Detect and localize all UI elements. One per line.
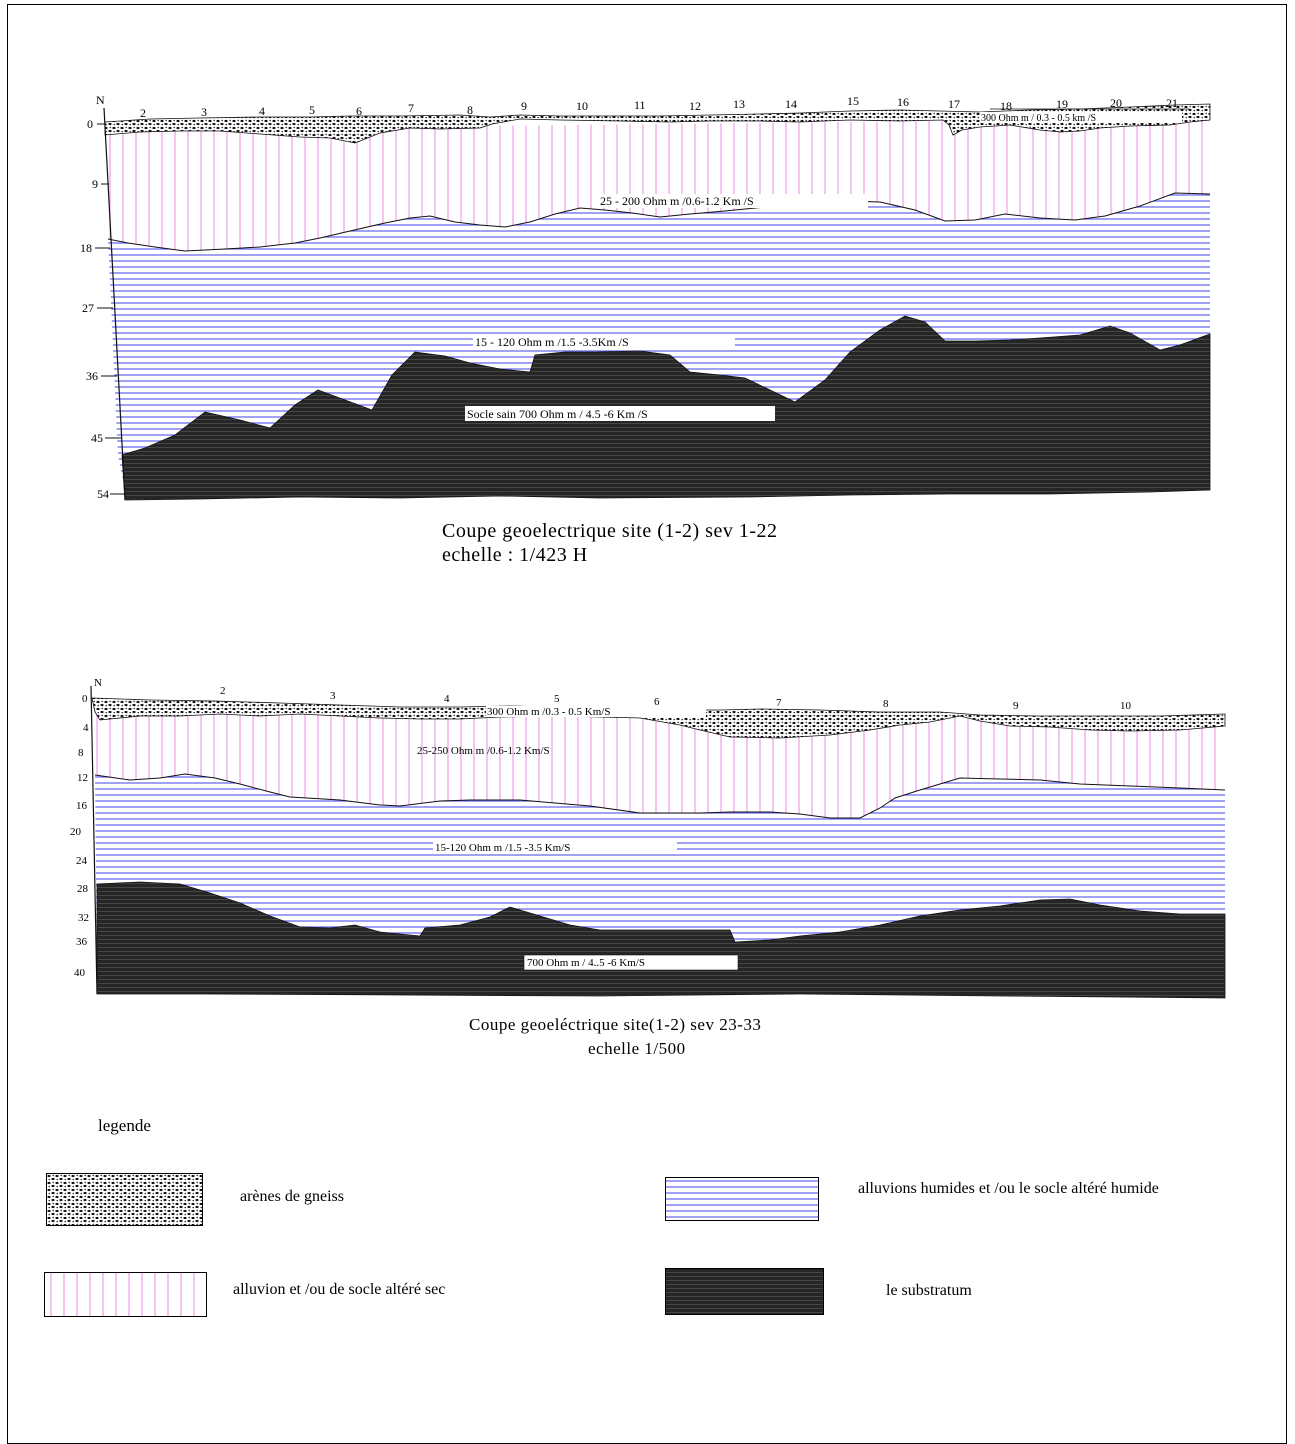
legend-substratum-label: le substratum	[886, 1282, 972, 1299]
depth-tick: 28	[77, 883, 89, 895]
section1-dry-label: 25 - 200 Ohm m /0.6-1.2 Km /S	[600, 194, 754, 208]
depth-tick: 8	[78, 747, 84, 759]
station-tick: 19	[1056, 97, 1068, 111]
section2-dry-layer	[93, 710, 1225, 818]
station-tick: 11	[634, 98, 646, 112]
station-tick: 9	[521, 99, 527, 113]
station-tick: 13	[733, 97, 745, 111]
depth-tick: 32	[78, 912, 89, 924]
section1-depth-ticks: 0 9 18 27 36 45 54	[80, 117, 124, 501]
section1-title: Coupe geoelectrique site (1-2) sev 1-22	[442, 520, 778, 542]
section1-surface-label: 300 Ohm m / 0.3 - 0.5 km /S	[981, 113, 1096, 124]
station-tick: 4	[259, 104, 265, 118]
station-tick: 18	[1000, 99, 1012, 113]
section2-title: Coupe geoeléctrique site(1-2) sev 23-33	[469, 1015, 762, 1034]
section1-axes: N 0 9 18 27 36 45 54 2 3 4 5 6 7 8 9 10	[80, 93, 1190, 501]
section1-station-ticks: 2 3 4 5 6 7 8 9 10 11 12 13 14 15 16 17 …	[140, 94, 1190, 120]
depth-tick: 27	[82, 301, 94, 315]
section1-wet-label: 15 - 120 Ohm m /1.5 -3.5Km /S	[475, 335, 629, 349]
depth-tick: 36	[76, 936, 88, 948]
legend-dry-label: alluvion et /ou de socle altéré sec	[233, 1281, 446, 1298]
depth-tick: 20	[70, 826, 82, 838]
section2-left-axis	[90, 685, 98, 995]
wet-pattern	[666, 1178, 818, 1220]
legend-title: legende	[98, 1116, 151, 1135]
depth-tick: 36	[86, 369, 98, 383]
section1-dry-wet-boundary	[107, 192, 1211, 252]
station-tick: 10	[1120, 700, 1132, 712]
depth-tick: 9	[92, 177, 98, 191]
station-tick: 4	[444, 693, 450, 705]
legend-substratum-swatch	[665, 1268, 824, 1315]
station-tick: 5	[309, 103, 315, 117]
legend-gneiss-label: arènes de gneiss	[240, 1188, 344, 1205]
section2-dry-label: 25-250 Ohm m /0.6-1.2 Km/S	[417, 745, 550, 757]
section2-axes: N 0 4 8 12 16 20 24 28 32 36 40 2 3 4 5 …	[70, 677, 1132, 979]
substratum-pattern	[666, 1269, 823, 1314]
station-tick: 7	[408, 101, 414, 115]
section2-cross-section	[90, 685, 1226, 999]
section1-cross-section	[103, 103, 1211, 501]
station-tick: 16	[897, 95, 909, 109]
station-tick: 3	[330, 690, 336, 702]
station-tick: 15	[847, 94, 859, 108]
station-tick: 9	[1013, 700, 1019, 712]
depth-tick: 12	[77, 772, 88, 784]
station-tick: 6	[654, 696, 660, 708]
section2-dry-wet-boundary	[94, 773, 1226, 819]
station-tick: 2	[140, 106, 146, 120]
section2-substratum	[96, 881, 1226, 999]
station-tick: 12	[689, 99, 701, 113]
station-tick: 17	[948, 97, 960, 111]
depth-tick: 0	[82, 693, 88, 705]
section2-station-ticks: 2 3 4 5 6 7 8 9 10	[220, 685, 1132, 712]
dry-pattern	[45, 1273, 206, 1316]
section1-scale: echelle : 1/423 H	[442, 544, 588, 566]
legend-wet-swatch	[665, 1177, 819, 1221]
station-tick: 8	[467, 103, 473, 117]
section1-substratum-label: Socle sain 700 Ohm m / 4.5 -6 Km /S	[467, 407, 648, 421]
depth-tick: 18	[80, 241, 92, 255]
section1-north: N	[96, 93, 105, 107]
legend-wet-label: alluvions humides et /ou le socle altéré…	[858, 1180, 1159, 1197]
depth-tick: 40	[74, 967, 86, 979]
station-tick: 3	[201, 105, 207, 119]
gneiss-pattern	[47, 1174, 202, 1225]
depth-tick: 24	[76, 855, 88, 867]
section2-depth-ticks: 0 4 8 12 16 20 24 28 32 36 40	[70, 693, 89, 979]
depth-tick: 16	[76, 800, 88, 812]
section1-gneiss-layer	[104, 103, 1211, 144]
depth-tick: 45	[91, 431, 103, 445]
station-tick: 14	[785, 97, 797, 111]
section2-substratum-label: 700 Ohm m / 4..5 -6 Km/S	[527, 957, 645, 969]
depth-tick: 0	[87, 117, 93, 131]
section2-north: N	[94, 677, 102, 689]
legend-gneiss-swatch	[46, 1173, 203, 1226]
station-tick: 6	[356, 104, 362, 118]
station-tick: 21	[1166, 96, 1178, 110]
legend-dry-swatch	[44, 1272, 207, 1317]
station-tick: 5	[554, 693, 560, 705]
section2-surface-label: 300 Ohm m /0.3 - 0.5 Km/S	[487, 706, 610, 718]
station-tick: 20	[1110, 96, 1122, 110]
station-tick: 2	[220, 685, 226, 697]
station-tick: 10	[576, 99, 588, 113]
depth-tick: 4	[83, 722, 89, 734]
depth-tick: 54	[97, 487, 109, 501]
section1-dry-layer	[105, 118, 1210, 251]
section1-left-axis	[103, 107, 126, 501]
station-tick: 7	[776, 697, 782, 709]
section2-wet-label: 15-120 Ohm m /1.5 -3.5 Km/S	[435, 842, 570, 854]
section2-scale: echelle 1/500	[588, 1039, 686, 1058]
station-tick: 8	[883, 698, 889, 710]
